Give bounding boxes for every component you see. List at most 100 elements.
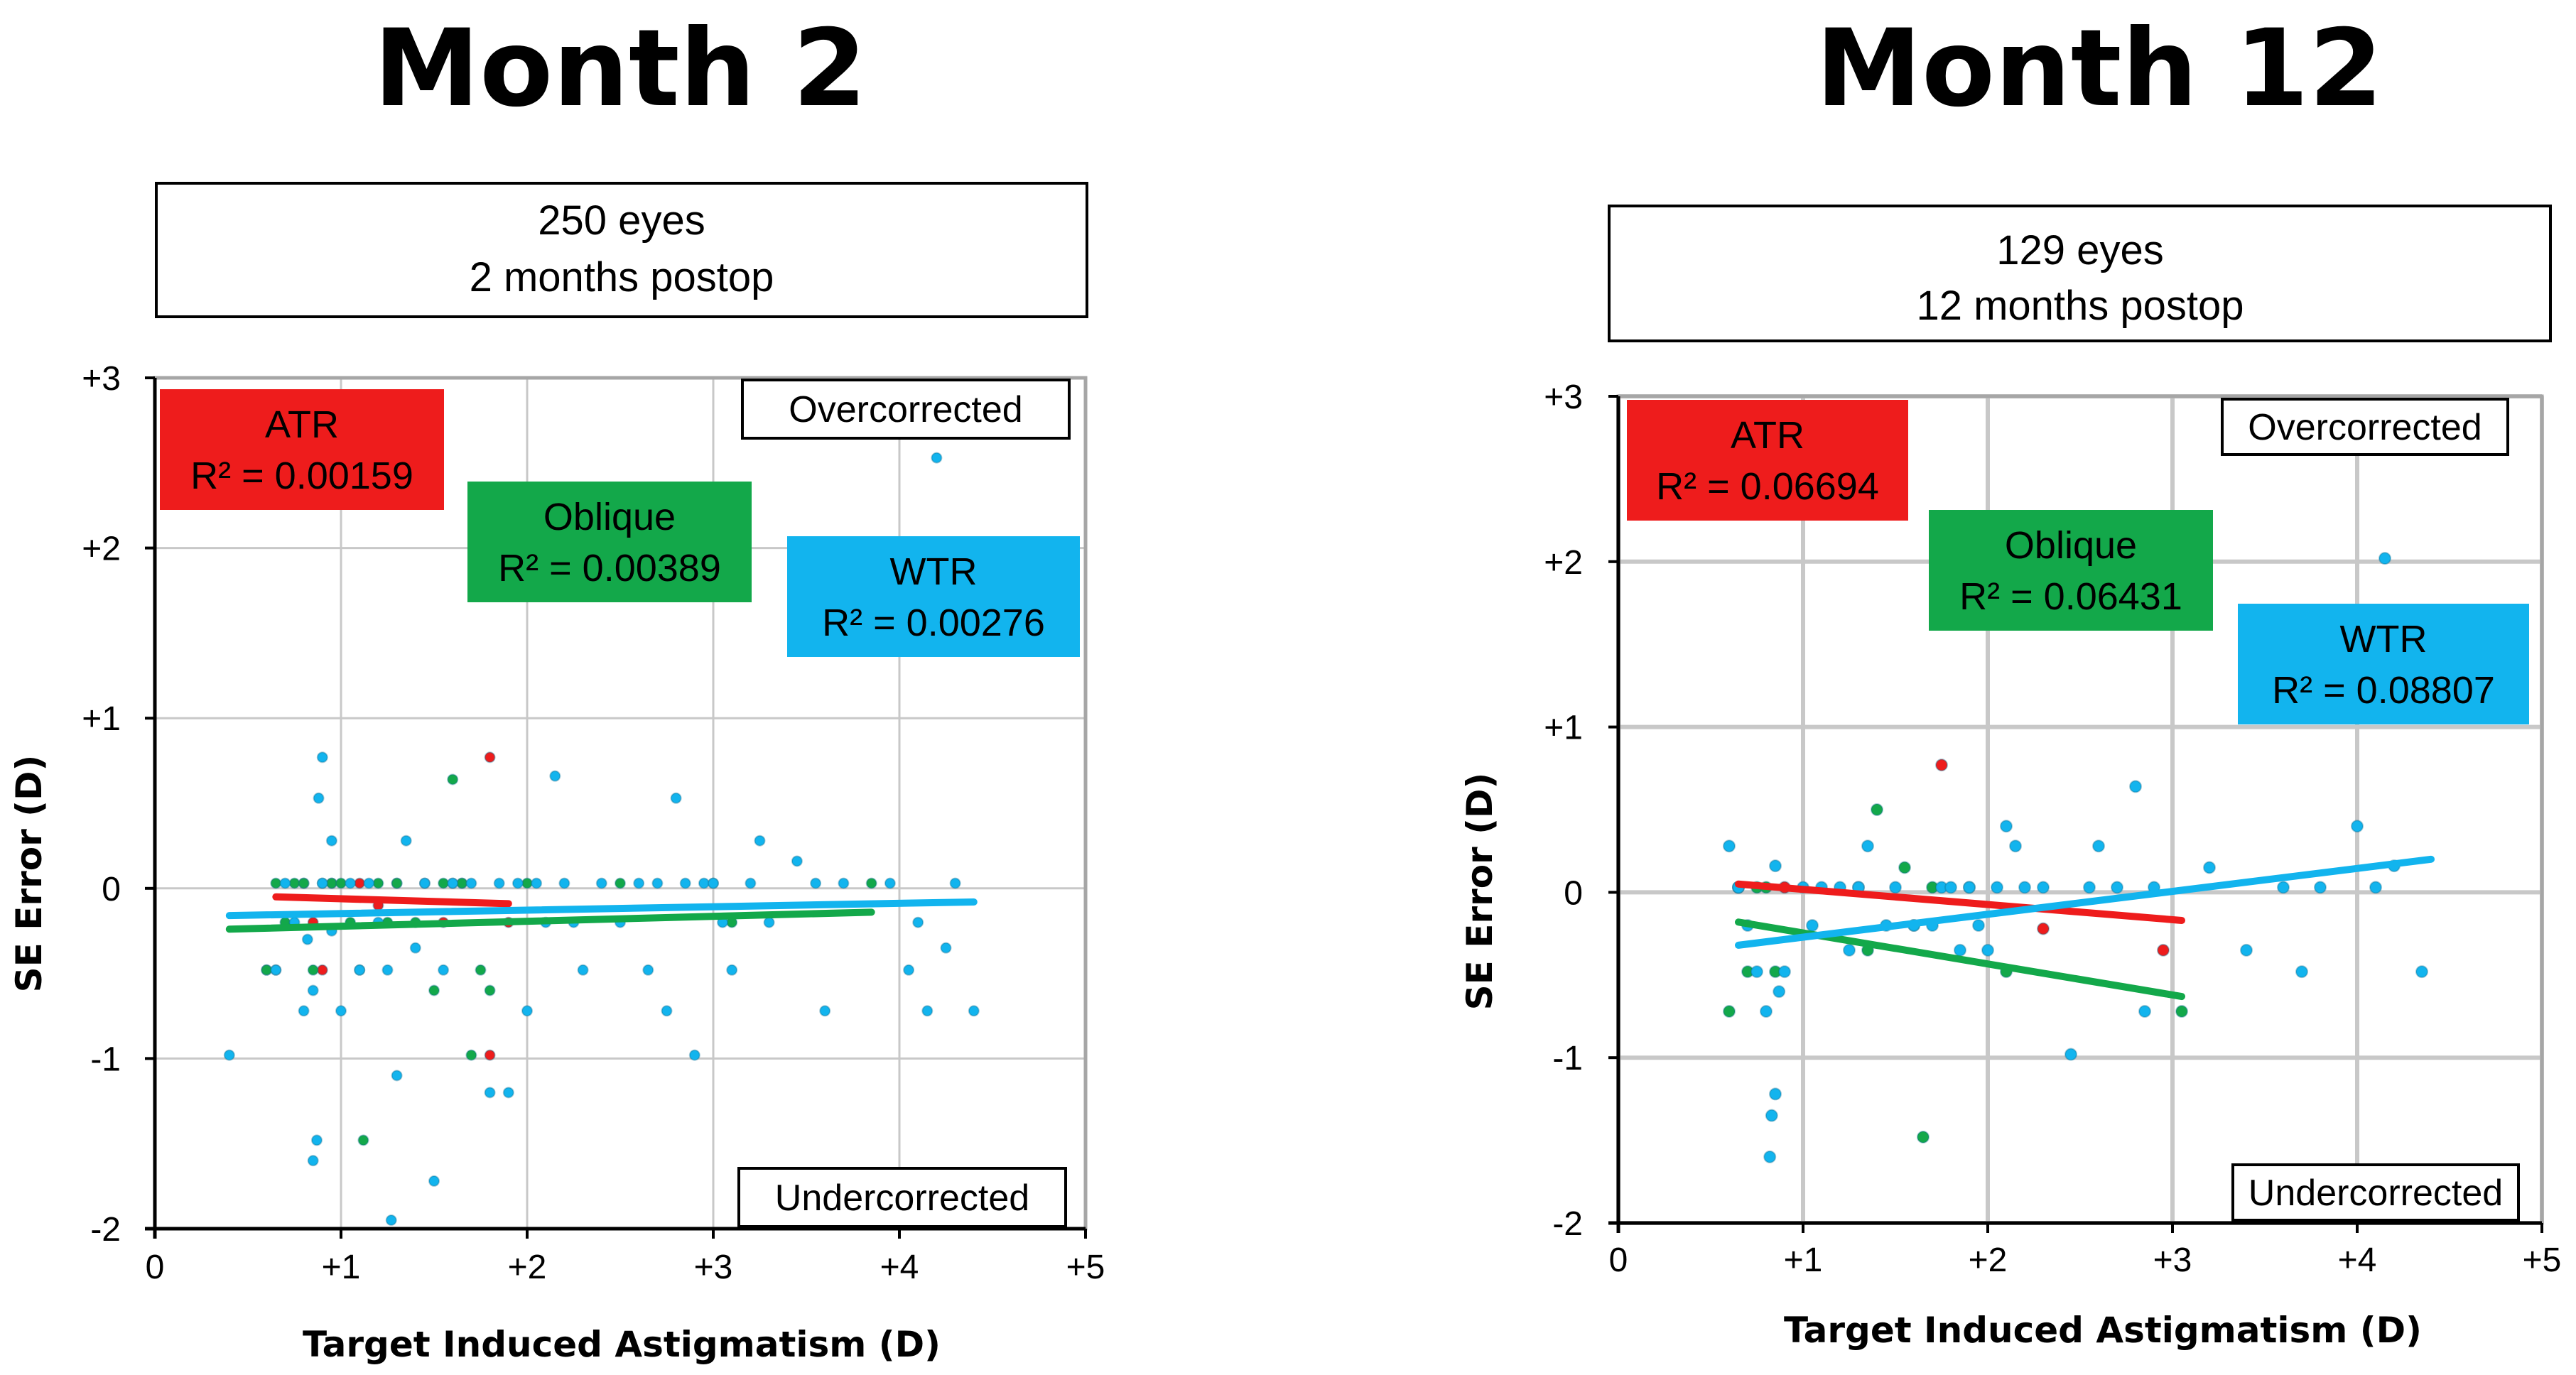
y-tick-label: -2: [90, 1211, 121, 1249]
undercorrected-label: Undercorrected: [2248, 1173, 2503, 1214]
wtr-point: [2138, 1005, 2151, 1018]
x-tick-label: +3: [694, 1249, 733, 1286]
wtr-point: [2379, 552, 2391, 565]
oblique-point: [2175, 1005, 2188, 1018]
y-tick-label: +2: [82, 531, 121, 568]
wtr-point: [223, 1049, 235, 1061]
wtr-point: [670, 792, 682, 804]
series-wtr: [223, 452, 980, 1227]
atr-legend-name: ATR: [265, 403, 339, 446]
wtr-point: [2351, 820, 2364, 833]
wtr-point: [968, 1005, 980, 1017]
undercorrected-label: Undercorrected: [775, 1178, 1029, 1219]
y-tick-label: 0: [102, 871, 121, 908]
wtr-point: [549, 770, 561, 782]
chart-month-12: Month 12 129 eyes 12 months postop 0 +1 +2…: [1459, 7, 2561, 1351]
x-tick-label: +5: [1066, 1249, 1105, 1286]
wtr-trendline: [225, 898, 978, 920]
wtr-point: [940, 942, 952, 954]
series-atr: [1732, 759, 2170, 957]
oblique-point: [428, 984, 440, 996]
wtr-point: [810, 877, 822, 889]
wtr-point: [1763, 1150, 1777, 1163]
y-tick-label: +3: [82, 360, 121, 398]
oblique-point: [475, 964, 487, 976]
oblique-point: [261, 964, 273, 976]
oblique-r-squared: R² = 0.00389: [498, 547, 721, 589]
wtr-trendline: [1735, 855, 2435, 949]
wtr-point: [642, 964, 654, 976]
wtr-point: [2314, 881, 2327, 894]
postop-time-label: 12 months postop: [1916, 283, 2244, 329]
wtr-point: [931, 452, 943, 464]
wtr-point: [838, 877, 850, 889]
wtr-point: [1750, 965, 1763, 979]
series-oblique: [1723, 803, 2188, 1143]
wtr-point: [363, 877, 375, 889]
wtr-point: [633, 877, 645, 889]
wtr-point: [2009, 839, 2022, 853]
wtr-point: [447, 877, 459, 889]
wtr-point: [679, 877, 691, 889]
wtr-point: [512, 877, 524, 889]
oblique-point: [1898, 861, 1911, 874]
x-tick-label: +1: [322, 1249, 361, 1286]
oblique-point: [447, 773, 459, 786]
wtr-legend-box: [2238, 604, 2529, 724]
wtr-point: [1991, 881, 2003, 894]
y-tick-label: +1: [1544, 710, 1583, 747]
undercorrected-label-box: [2231, 1163, 2520, 1222]
wtr-point: [884, 877, 896, 889]
oblique-point: [1723, 1005, 1736, 1018]
sample-count-label: 129 eyes: [1996, 227, 2163, 273]
wtr-point: [391, 1070, 403, 1082]
oblique-point: [372, 877, 384, 889]
wtr-r-squared: R² = 0.08807: [2272, 669, 2495, 712]
atr-r-squared: R² = 0.06694: [1656, 465, 1879, 508]
wtr-point: [903, 964, 915, 976]
atr-r-squared: R² = 0.00159: [190, 455, 413, 497]
wtr-point: [409, 942, 421, 954]
y-axis-label: SE Error (D): [1459, 773, 1500, 1011]
wtr-point: [354, 964, 366, 976]
y-tick-label: +3: [1544, 379, 1583, 416]
wtr-point: [2369, 881, 2382, 894]
atr-point: [316, 964, 328, 976]
wtr-point: [2064, 1048, 2077, 1061]
wtr-point: [2129, 780, 2142, 793]
x-axis-label: Target Induced Astigmatism (D): [1784, 1310, 2422, 1351]
wtr-point: [1981, 943, 1994, 957]
wtr-point: [949, 877, 961, 889]
oblique-legend-box: [467, 482, 752, 602]
wtr-point: [651, 877, 664, 889]
y-tick-label: +1: [82, 700, 121, 738]
x-tick-label: +4: [2338, 1241, 2377, 1279]
overcorrected-label-box: [741, 379, 1071, 440]
atr-point: [484, 751, 496, 763]
wtr-point: [698, 877, 710, 889]
atr-point: [2157, 943, 2170, 957]
wtr-point: [595, 877, 607, 889]
wtr-point: [385, 1214, 397, 1227]
undercorrected-label-box: [737, 1167, 1067, 1228]
wtr-point: [1723, 839, 1736, 853]
x-tick-label: +4: [880, 1249, 919, 1286]
oblique-point: [288, 877, 301, 889]
wtr-point: [2111, 881, 2123, 894]
overcorrected-label: Overcorrected: [2248, 407, 2482, 448]
oblique-trendline: [225, 908, 875, 933]
wtr-legend-name: WTR: [890, 550, 978, 593]
wtr-point: [688, 1049, 700, 1061]
oblique-legend-name: Oblique: [2005, 524, 2137, 567]
x-axis-label: Target Induced Astigmatism (D): [303, 1324, 941, 1365]
wtr-point: [307, 984, 319, 996]
wtr-point: [1806, 918, 1819, 932]
oblique-point: [325, 877, 337, 889]
oblique-r-squared: R² = 0.06431: [1959, 575, 2182, 618]
oblique-point: [456, 877, 468, 889]
wtr-point: [465, 877, 477, 889]
wtr-point: [438, 964, 450, 976]
chart-month-2: Month 2 250 eyes 2 months postop 0 +1 +2 +3…: [9, 7, 1105, 1365]
wtr-point: [921, 1005, 933, 1017]
wtr-legend-name: WTR: [2340, 618, 2428, 661]
